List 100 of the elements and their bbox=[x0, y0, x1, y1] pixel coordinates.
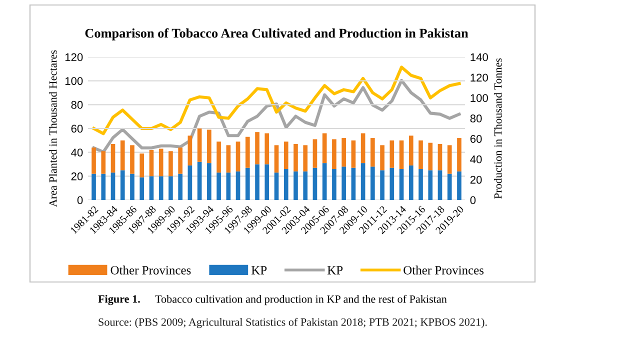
text: Tobacco cultivation and production in KP and the rest of Pakistan bbox=[155, 294, 447, 306]
bar bbox=[390, 140, 394, 168]
bar bbox=[168, 176, 173, 200]
bar bbox=[438, 170, 442, 200]
bar bbox=[130, 174, 134, 200]
bar bbox=[101, 174, 106, 200]
legend-label: KP bbox=[252, 266, 267, 274]
bar bbox=[303, 145, 308, 172]
bar bbox=[101, 151, 106, 174]
legend-label: Other Provinces bbox=[110, 266, 191, 274]
bar bbox=[390, 168, 394, 200]
bar bbox=[149, 150, 154, 176]
y-tick-label: 60 bbox=[71, 124, 83, 133]
bar bbox=[197, 162, 202, 200]
y-tick-label: 20 bbox=[71, 172, 83, 180]
y-tick-label: 40 bbox=[71, 148, 83, 156]
bar bbox=[370, 138, 375, 167]
legend-label: KP bbox=[327, 266, 343, 274]
bar bbox=[110, 172, 116, 200]
bar bbox=[178, 174, 182, 200]
y2-tick-label: 0 bbox=[470, 196, 476, 204]
bar bbox=[264, 133, 270, 164]
bar bbox=[236, 142, 240, 172]
bar bbox=[447, 174, 452, 200]
bar bbox=[312, 168, 318, 200]
bar bbox=[312, 139, 318, 168]
bar bbox=[216, 172, 221, 200]
y2-tick-label: 100 bbox=[470, 94, 488, 102]
bar bbox=[418, 169, 423, 200]
bar bbox=[303, 171, 308, 200]
bar bbox=[120, 140, 125, 170]
bar bbox=[294, 144, 298, 172]
y2-tick-label: 80 bbox=[470, 114, 482, 122]
bar bbox=[158, 176, 164, 200]
bar bbox=[332, 139, 336, 170]
bar bbox=[274, 172, 279, 200]
bar bbox=[332, 169, 336, 200]
bar bbox=[255, 132, 260, 164]
y-tick-label: 100 bbox=[65, 77, 83, 85]
bar bbox=[322, 163, 327, 200]
y2-axis-title: Production in Thousand Tonnes bbox=[494, 58, 502, 199]
chart-title: Comparison of Tobacco Area Cultivated and Production in Pakistan bbox=[85, 28, 468, 40]
bar bbox=[168, 151, 173, 176]
y2-tick-label: 120 bbox=[470, 74, 488, 82]
bar bbox=[294, 171, 298, 200]
bar bbox=[428, 142, 433, 170]
bar bbox=[158, 148, 164, 176]
bar bbox=[457, 138, 462, 172]
y2-tick-label: 60 bbox=[470, 134, 482, 143]
bar bbox=[92, 148, 96, 174]
bar bbox=[120, 170, 125, 200]
bar bbox=[178, 148, 182, 174]
bar bbox=[438, 144, 442, 170]
bar bbox=[447, 145, 452, 174]
bar bbox=[342, 138, 346, 167]
bar bbox=[216, 142, 221, 173]
bar bbox=[149, 176, 154, 200]
bar bbox=[428, 170, 433, 200]
bar bbox=[360, 163, 366, 200]
bar bbox=[322, 133, 327, 164]
bar bbox=[188, 136, 192, 166]
bar bbox=[399, 140, 404, 170]
y-tick-label: 120 bbox=[65, 53, 83, 62]
bar bbox=[207, 163, 212, 200]
legend-label: Other Provinces bbox=[404, 266, 484, 274]
bar bbox=[264, 164, 270, 200]
bar bbox=[197, 128, 202, 162]
bar bbox=[255, 164, 260, 200]
bar bbox=[245, 168, 250, 200]
bar bbox=[226, 172, 231, 200]
bar bbox=[284, 169, 288, 200]
bar bbox=[140, 154, 144, 178]
bar bbox=[351, 168, 356, 200]
y2-tick-label: 40 bbox=[470, 155, 482, 164]
bar bbox=[380, 170, 384, 200]
source-note: Source: (PBS 2009; Agricultural Statistics of Pakistan 2018; PTB 2021; KPBOS 2021). bbox=[98, 318, 487, 328]
bar bbox=[188, 165, 192, 200]
line-series bbox=[92, 66, 461, 136]
bar bbox=[284, 142, 288, 170]
bar bbox=[236, 171, 240, 200]
bar bbox=[207, 130, 212, 164]
y-tick-label: 80 bbox=[71, 100, 83, 109]
caption: Figure 1. bbox=[98, 294, 140, 306]
bar bbox=[457, 171, 462, 200]
bar bbox=[274, 145, 279, 173]
line-series bbox=[92, 78, 461, 154]
bar bbox=[245, 136, 250, 168]
bar bbox=[130, 145, 134, 174]
y2-tick-label: 20 bbox=[470, 176, 482, 184]
bar bbox=[418, 140, 423, 170]
bar bbox=[342, 166, 346, 200]
bar bbox=[380, 145, 384, 170]
bar bbox=[351, 140, 356, 168]
bar bbox=[408, 165, 414, 200]
bar bbox=[110, 144, 116, 173]
bar bbox=[399, 169, 404, 200]
bar bbox=[360, 133, 366, 164]
bar bbox=[140, 177, 144, 200]
y2-tick-label: 140 bbox=[470, 53, 488, 62]
y-tick-label: 0 bbox=[77, 196, 83, 204]
